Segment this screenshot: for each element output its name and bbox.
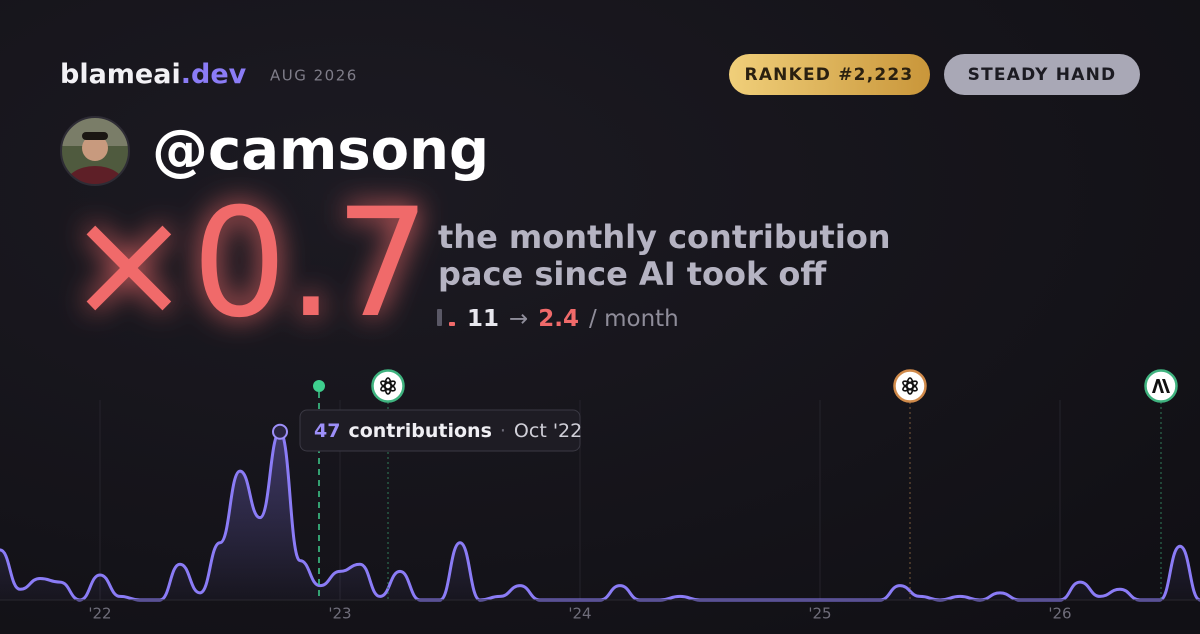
tooltip-label: contributions: [348, 420, 491, 442]
openai-icon: [371, 369, 405, 403]
x-tick-label: '24: [568, 605, 591, 623]
multiplier: ×0.7: [66, 177, 430, 351]
rank-text: RANKED #2,223: [745, 65, 914, 85]
x-tick-label: '26: [1048, 605, 1071, 623]
brand-tld: .dev: [181, 59, 247, 90]
anthropic-icon: [1144, 369, 1178, 403]
tooltip-value: 47: [314, 420, 340, 442]
openai-icon: [893, 369, 927, 403]
avatar-ring: [60, 116, 130, 186]
x-tick-label: '23: [328, 605, 351, 623]
pace-icon: [449, 322, 455, 326]
tooltip-text: 47 contributions · Oct '22: [314, 420, 582, 442]
pace-before: 11: [467, 306, 499, 332]
avatar: [61, 117, 129, 185]
caption-line: pace since AI took off: [438, 255, 827, 293]
chart: '22 '23 '24 '25 '26: [0, 400, 1200, 623]
pace-after: 2.4: [538, 306, 579, 332]
tooltip-sep: ·: [500, 420, 506, 442]
ai-takeoff-dot: [313, 380, 325, 392]
x-tick-label: '25: [808, 605, 831, 623]
pace-unit: / month: [589, 306, 679, 332]
brand: blameai.dev: [60, 59, 247, 90]
caption-line: the monthly contribution: [438, 218, 891, 256]
handle: @camsong: [152, 118, 489, 183]
pace: 11 → 2.4 / month: [467, 306, 679, 332]
brand-name: blameai: [60, 59, 181, 90]
tooltip-date: Oct '22: [514, 420, 582, 442]
rank-badge: [729, 54, 930, 95]
peak-marker: [272, 423, 288, 440]
x-tick-label: '22: [88, 605, 111, 623]
pace-icon: [437, 309, 442, 326]
style-text: STEADY HAND: [968, 65, 1117, 85]
tooltip-box: [299, 409, 581, 452]
date: AUG 2026: [270, 67, 358, 85]
style-badge: [944, 54, 1140, 95]
events: [313, 369, 1178, 600]
tooltip: 47 contributions · Oct '22: [299, 409, 582, 452]
pace-arrow: →: [509, 306, 528, 332]
